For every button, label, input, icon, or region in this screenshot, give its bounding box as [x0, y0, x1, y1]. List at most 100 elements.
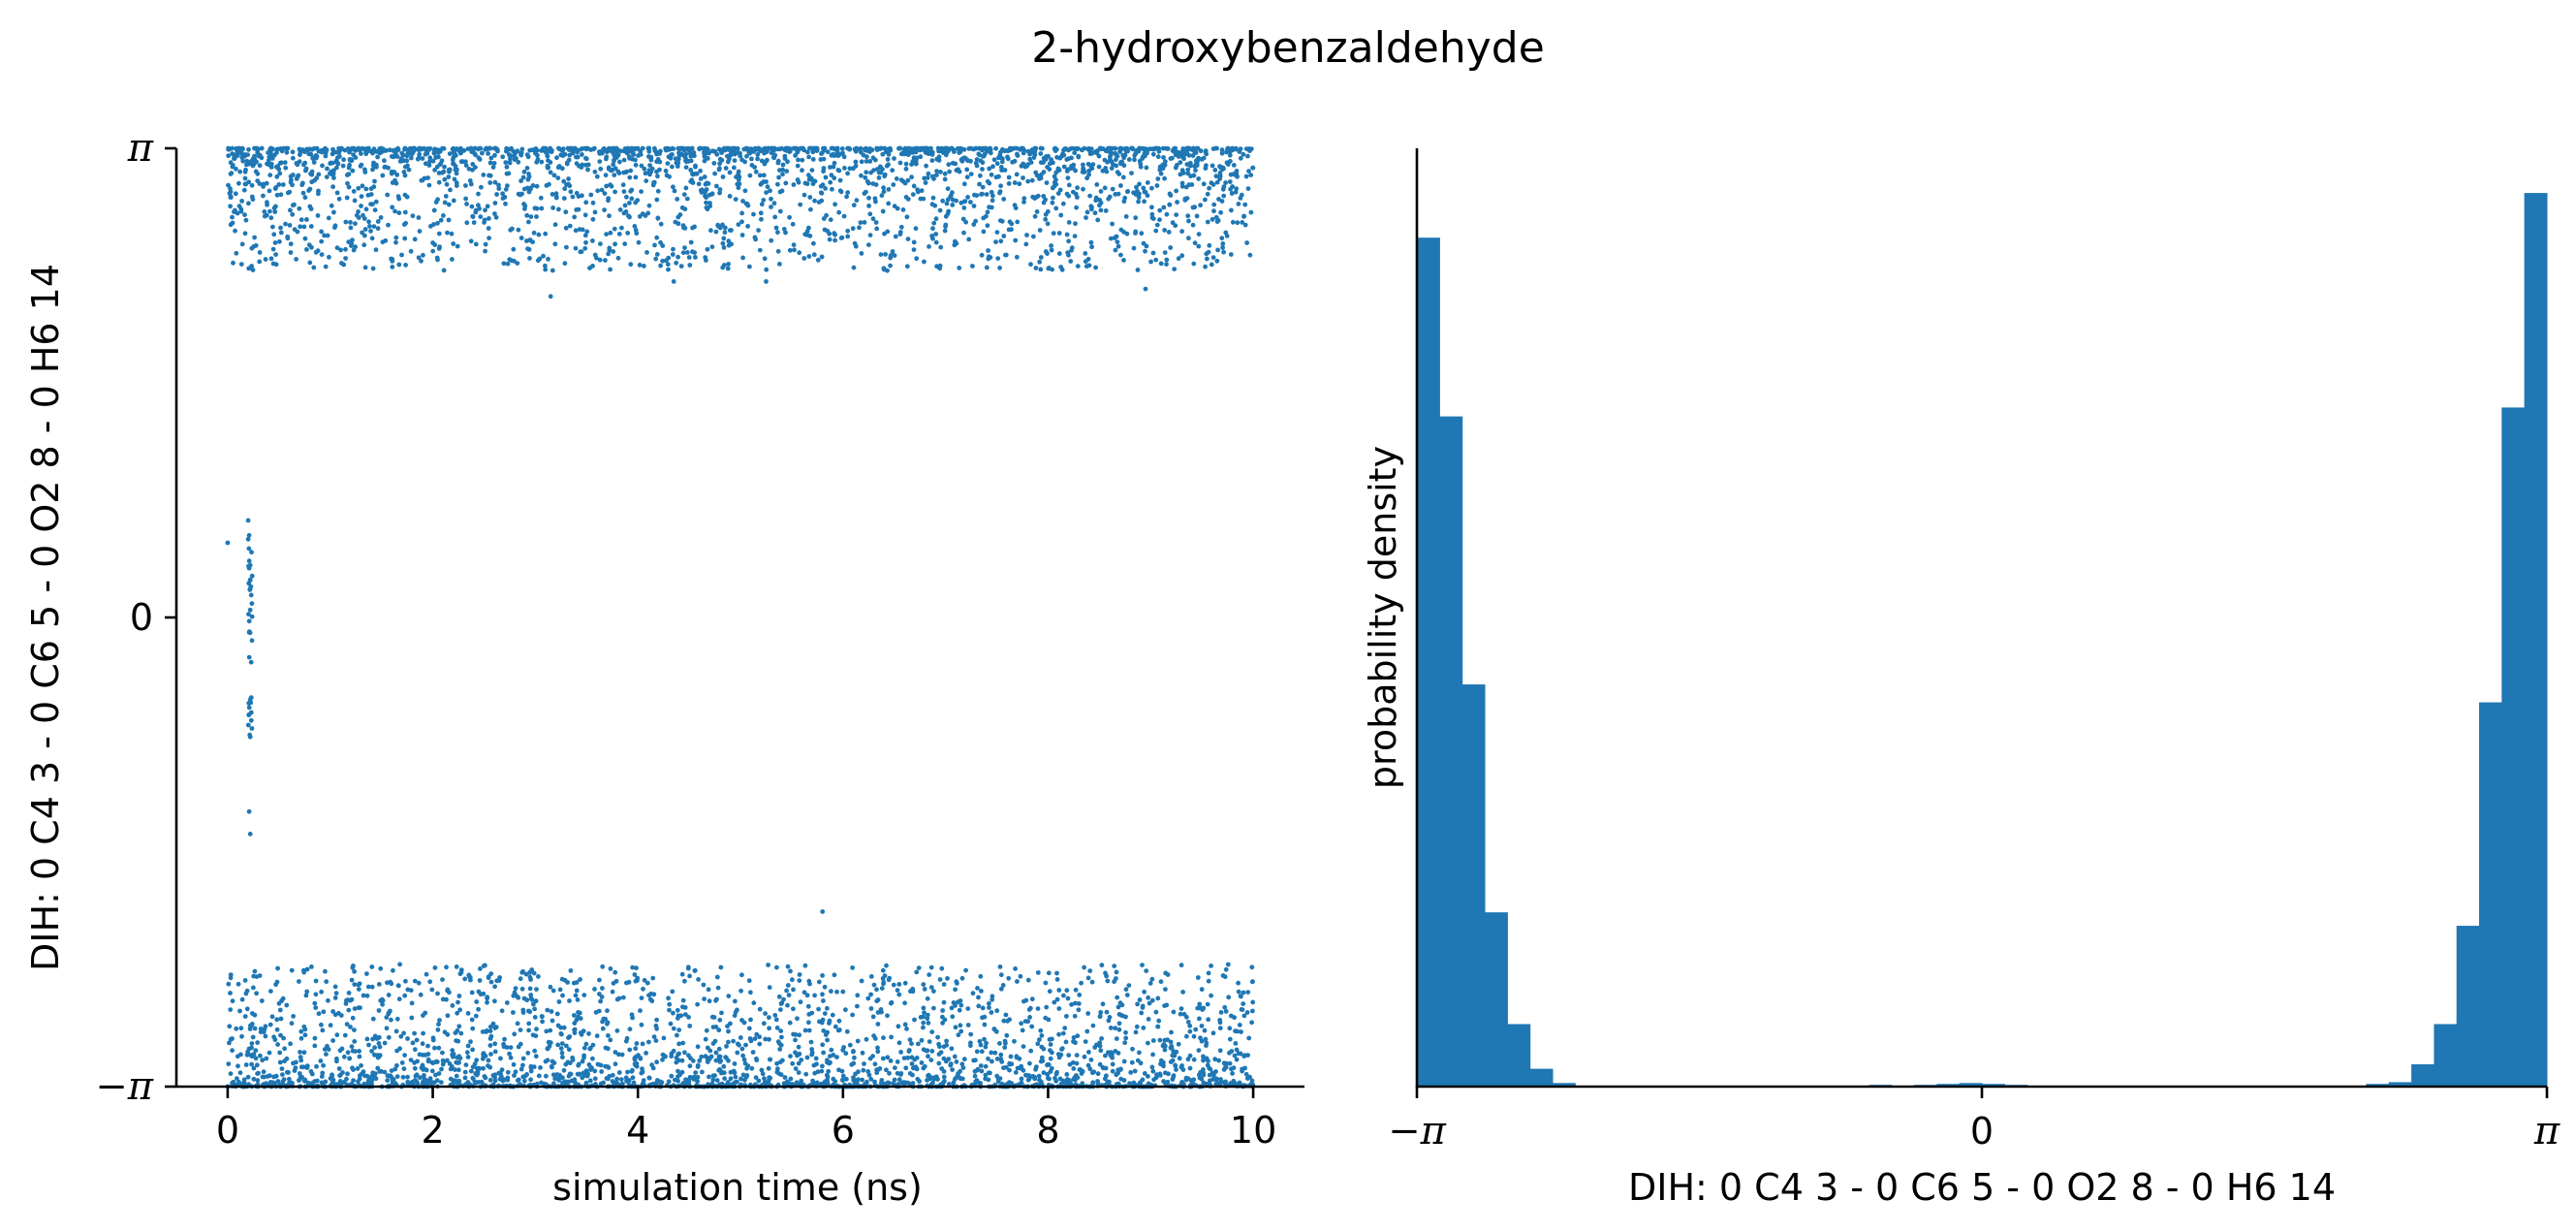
scatter-point	[808, 206, 813, 212]
scatter-point	[1113, 145, 1118, 151]
scatter-point	[744, 201, 750, 206]
scatter-point	[736, 185, 741, 191]
scatter-point	[253, 1056, 259, 1061]
scatter-point	[499, 1008, 505, 1014]
scatter-point	[346, 1007, 352, 1013]
scatter-point	[882, 973, 888, 978]
scatter-point	[430, 248, 436, 254]
scatter-point	[280, 1079, 286, 1085]
scatter-point	[1089, 979, 1095, 985]
scatter-point	[1083, 251, 1088, 256]
scatter-point	[605, 1020, 611, 1026]
scatter-point	[393, 180, 399, 186]
scatter-point	[986, 1056, 990, 1061]
scatter-point	[526, 1021, 532, 1027]
scatter-point	[1104, 1009, 1110, 1015]
scatter-point	[1098, 207, 1104, 213]
scatter-point	[680, 997, 686, 1003]
scatter-point	[394, 1062, 399, 1068]
scatter-point	[1002, 168, 1008, 173]
scatter-point	[802, 1027, 808, 1033]
scatter-point	[534, 214, 539, 219]
scatter-point	[832, 160, 837, 166]
scatter-point	[709, 244, 715, 250]
scatter-point	[1003, 1040, 1008, 1046]
scatter-point	[1021, 200, 1026, 205]
scatter-point	[386, 1011, 392, 1017]
scatter-point	[592, 209, 598, 215]
scatter-point	[457, 1056, 463, 1061]
scatter-point	[1043, 211, 1049, 217]
scatter-point	[501, 1044, 507, 1050]
figure-title: 2-hydroxybenzaldehyde	[1031, 23, 1545, 73]
scatter-point	[909, 1055, 915, 1060]
scatter-point	[1066, 238, 1071, 244]
scatter-point	[623, 209, 629, 214]
scatter-point	[768, 188, 772, 194]
scatter-point	[841, 154, 847, 160]
scatter-point	[1243, 174, 1249, 179]
scatter-point	[1180, 1067, 1186, 1072]
scatter-point	[538, 195, 544, 201]
scatter-point	[942, 1017, 948, 1023]
scatter-point	[512, 153, 517, 159]
scatter-point	[731, 1038, 736, 1044]
scatter-point	[1075, 146, 1080, 152]
scatter-point	[625, 145, 631, 151]
scatter-point	[1039, 1055, 1045, 1060]
scatter-point	[795, 163, 801, 169]
scatter-point	[1036, 1073, 1042, 1079]
scatter-point	[1012, 158, 1018, 164]
scatter-point	[675, 1007, 680, 1013]
scatter-point	[605, 147, 611, 153]
scatter-point	[349, 996, 355, 1002]
scatter-point	[998, 972, 1004, 978]
scatter-point	[1136, 199, 1141, 205]
scatter-point	[708, 228, 713, 234]
scatter-point	[469, 204, 475, 209]
scatter-point	[997, 189, 1003, 195]
scatter-point	[568, 189, 574, 195]
scatter-point	[300, 190, 306, 196]
scatter-point	[511, 1010, 516, 1015]
scatter-point	[305, 1080, 311, 1086]
scatter-point	[626, 154, 632, 159]
scatter-point	[674, 1059, 679, 1065]
scatter-point	[1041, 1070, 1047, 1075]
scatter-point	[263, 1024, 268, 1029]
scatter-point	[1095, 1079, 1100, 1084]
scatter-point	[242, 978, 248, 983]
scatter-point	[844, 1028, 850, 1034]
scatter-point	[267, 1050, 272, 1056]
scatter-point	[1229, 207, 1234, 213]
scatter-point	[639, 189, 644, 195]
scatter-point	[879, 1080, 884, 1086]
scatter-point	[716, 1046, 722, 1052]
scatter-point	[330, 1038, 335, 1043]
scatter-point	[999, 218, 1005, 224]
scatter-point	[376, 1034, 382, 1040]
scatter-point	[972, 1073, 978, 1079]
scatter-point	[515, 261, 520, 266]
scatter-point	[456, 1060, 460, 1065]
scatter-point	[1088, 146, 1094, 152]
scatter-point	[993, 1028, 999, 1034]
scatter-point	[376, 982, 382, 987]
scatter-point	[486, 1063, 490, 1068]
scatter-point	[338, 247, 343, 253]
scatter-point	[352, 1039, 358, 1044]
scatter-point	[314, 175, 320, 181]
scatter-point	[1173, 223, 1178, 229]
scatter-point	[958, 157, 964, 163]
scatter-point	[778, 1042, 784, 1048]
scatter-point	[1122, 195, 1128, 201]
scatter-point	[681, 146, 687, 152]
scatter-point	[468, 181, 474, 187]
scatter-point	[356, 185, 361, 191]
scatter-point	[870, 216, 876, 222]
scatter-point	[581, 1053, 586, 1058]
scatter-point	[633, 174, 639, 180]
scatter-point	[980, 1005, 986, 1011]
scatter-point	[982, 1014, 988, 1020]
scatter-point	[1110, 186, 1115, 192]
